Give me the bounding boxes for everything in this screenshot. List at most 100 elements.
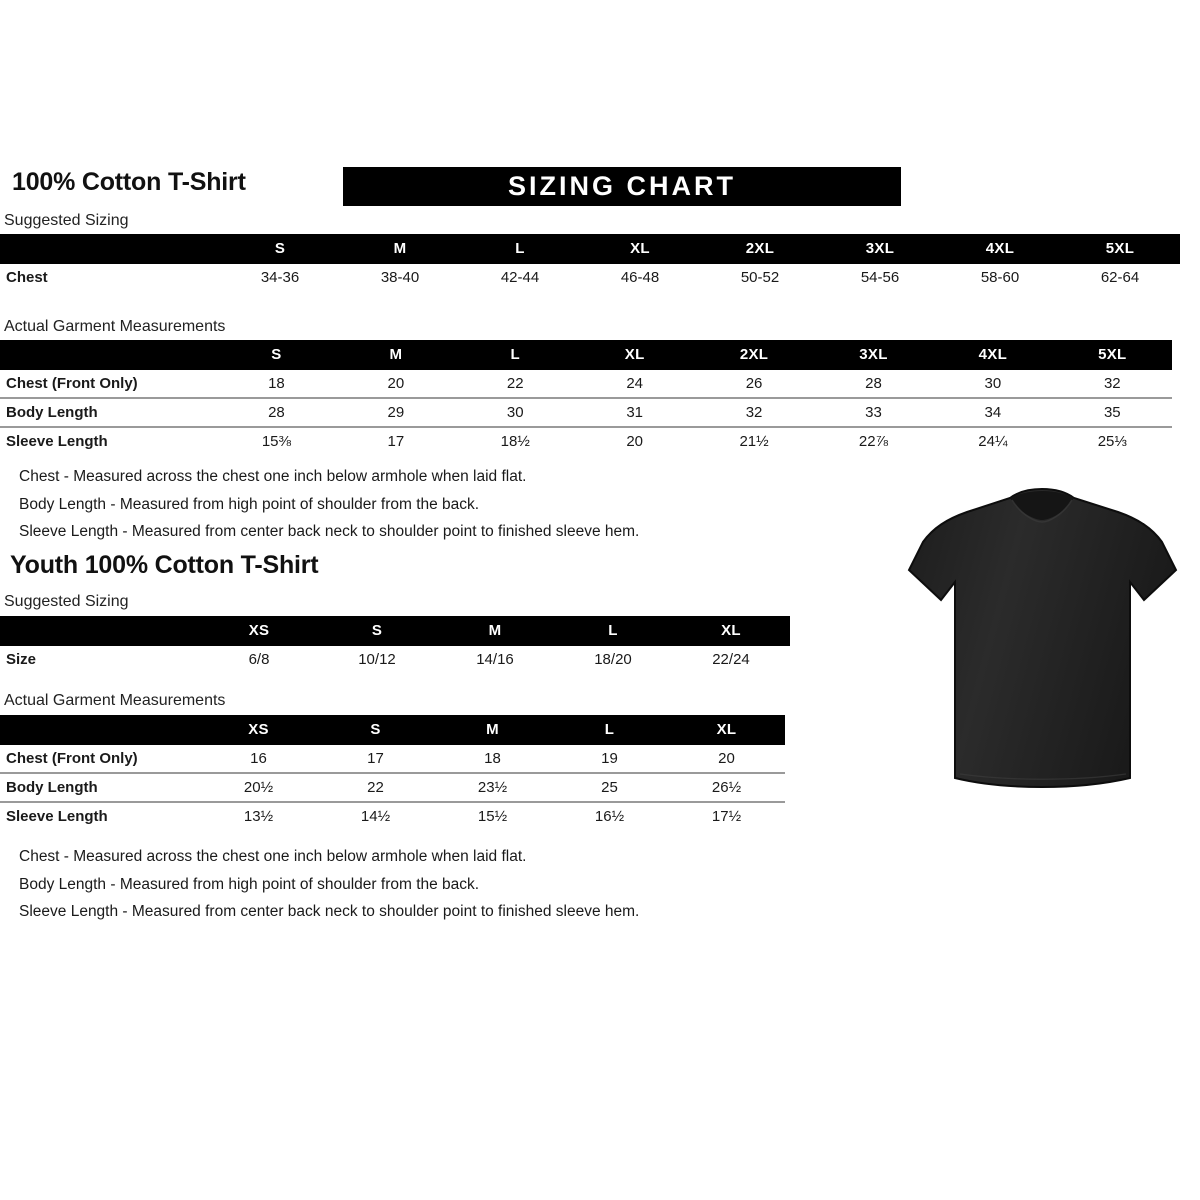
youth-actual-measurements-table: XS S M L XL Chest (Front Only) 16 17 18 … [0, 715, 785, 830]
col-header-m: M [393, 240, 407, 257]
row-label-body-length: Body Length [0, 398, 217, 427]
note-chest: Chest - Measured across the chest one in… [19, 468, 527, 485]
cell-chest-s: 18 [216, 370, 337, 398]
youth-suggested-sizing-table: XS S M L XL Size 6/8 10/12 14/16 18/20 2… [0, 616, 790, 673]
table-row: Chest (Front Only) 18 20 22 24 26 28 30 … [0, 370, 1172, 398]
col-header-s: S [371, 622, 383, 639]
cell-chest-xl: 46-48 [580, 264, 700, 291]
col-header-label [0, 616, 200, 646]
table-header-row: S M L XL 2XL 3XL 4XL 5XL [0, 234, 1180, 264]
row-label-body-length: Body Length [0, 773, 200, 802]
note-sleeve-length: Sleeve Length - Measured from center bac… [19, 523, 640, 541]
adult-actual-measurements-label: Actual Garment Measurements [4, 318, 226, 335]
adult-suggested-sizing-table: S M L XL 2XL 3XL 4XL 5XL Chest 34-36 38-… [0, 234, 1180, 291]
cell-chest-5xl: 32 [1052, 370, 1172, 398]
col-header-xl: XL [624, 346, 645, 363]
col-header-label [0, 234, 220, 264]
sizing-chart-banner: SIZING CHART [343, 167, 901, 206]
cell-body-4xl: 34 [933, 398, 1053, 427]
note-chest: Chest - Measured across the chest one in… [19, 848, 527, 865]
adult-measurement-notes: Chest - Measured across the chest one in… [19, 463, 639, 546]
col-header-xs: XS [248, 721, 269, 738]
table-row: Chest (Front Only) 16 17 18 19 20 [0, 745, 785, 773]
note-sleeve-length: Sleeve Length - Measured from center bac… [19, 903, 640, 921]
row-label-chest: Chest [0, 264, 220, 291]
cell-body-3xl: 33 [813, 398, 934, 427]
cell-body-m: 29 [336, 398, 456, 427]
cell-chest-5xl: 62-64 [1060, 264, 1180, 291]
cell-body-l: 25 [551, 773, 668, 802]
col-header-s: S [274, 240, 286, 257]
adult-suggested-sizing-label: Suggested Sizing [4, 212, 129, 229]
table-row: Body Length 28 29 30 31 32 33 34 35 [0, 398, 1172, 427]
table-header-row: S M L XL 2XL 3XL 4XL 5XL [0, 340, 1172, 370]
cell-body-m: 23½ [434, 773, 551, 802]
table-row: Size 6/8 10/12 14/16 18/20 22/24 [0, 646, 790, 673]
cell-chest-s: 17 [317, 745, 434, 773]
cell-size-l: 18/20 [554, 646, 672, 673]
cell-size-xs: 6/8 [200, 646, 318, 673]
adult-actual-measurements-table: S M L XL 2XL 3XL 4XL 5XL Chest (Front On… [0, 340, 1172, 455]
cell-sleeve-4xl: 24¼ [933, 427, 1053, 455]
col-header-2xl: 2XL [739, 346, 769, 363]
table-header-row: XS S M L XL [0, 616, 790, 646]
cell-chest-4xl: 58-60 [940, 264, 1060, 291]
cell-sleeve-m: 15½ [434, 802, 551, 830]
youth-measurement-notes: Chest - Measured across the chest one in… [19, 843, 639, 926]
cell-sleeve-2xl: 21½ [694, 427, 814, 455]
cell-chest-m: 20 [336, 370, 456, 398]
col-header-l: L [510, 346, 520, 363]
cell-chest-3xl: 28 [813, 370, 934, 398]
cell-sleeve-s: 14½ [317, 802, 434, 830]
cell-sleeve-5xl: 25⅓ [1052, 427, 1172, 455]
youth-section-title: Youth 100% Cotton T-Shirt [10, 551, 319, 579]
col-header-l: L [515, 240, 525, 257]
cell-body-s: 28 [216, 398, 337, 427]
col-header-label [0, 340, 217, 370]
col-header-5xl: 5XL [1105, 240, 1135, 257]
black-tshirt-photo [900, 478, 1185, 798]
table-row: Sleeve Length 15⅜ 17 18½ 20 21½ 22⅞ 24¼ … [0, 427, 1172, 455]
cell-chest-l: 19 [551, 745, 668, 773]
youth-suggested-sizing-label: Suggested Sizing [4, 593, 129, 610]
col-header-m: M [486, 721, 499, 738]
cell-sleeve-xs: 13½ [200, 802, 317, 830]
cell-body-2xl: 32 [694, 398, 814, 427]
col-header-5xl: 5XL [1098, 346, 1127, 363]
col-header-l: L [604, 721, 615, 738]
cell-sleeve-xl: 20 [574, 427, 695, 455]
col-header-xl: XL [716, 721, 737, 738]
note-body-length: Body Length - Measured from high point o… [19, 495, 480, 513]
col-header-2xl: 2XL [745, 240, 775, 257]
cell-sleeve-l: 16½ [551, 802, 668, 830]
cell-chest-4xl: 30 [933, 370, 1053, 398]
row-label-sleeve-length: Sleeve Length [0, 427, 217, 455]
cell-size-m: 14/16 [436, 646, 554, 673]
col-header-xs: XS [248, 622, 270, 639]
row-label-chest-front-only: Chest (Front Only) [0, 745, 200, 773]
cell-size-s: 10/12 [318, 646, 436, 673]
col-header-s: S [370, 721, 381, 738]
cell-chest-m: 38-40 [340, 264, 460, 291]
row-label-chest-front-only: Chest (Front Only) [0, 370, 217, 398]
cell-sleeve-l: 18½ [455, 427, 575, 455]
cell-chest-3xl: 54-56 [820, 264, 940, 291]
row-label-size: Size [0, 646, 200, 673]
col-header-4xl: 4XL [978, 346, 1008, 363]
table-row: Sleeve Length 13½ 14½ 15½ 16½ 17½ [0, 802, 785, 830]
cell-sleeve-m: 17 [336, 427, 456, 455]
cell-chest-l: 42-44 [460, 264, 580, 291]
cell-sleeve-xl: 17½ [668, 802, 785, 830]
col-header-4xl: 4XL [985, 240, 1015, 257]
cell-chest-2xl: 26 [694, 370, 814, 398]
cell-chest-2xl: 50-52 [700, 264, 820, 291]
adult-section-title: 100% Cotton T-Shirt [12, 168, 246, 196]
cell-body-xl: 26½ [668, 773, 785, 802]
cell-body-5xl: 35 [1052, 398, 1172, 427]
cell-chest-s: 34-36 [220, 264, 340, 291]
col-header-xl: XL [721, 622, 741, 639]
cell-body-xl: 31 [574, 398, 695, 427]
table-header-row: XS S M L XL [0, 715, 785, 745]
cell-body-xs: 20½ [200, 773, 317, 802]
